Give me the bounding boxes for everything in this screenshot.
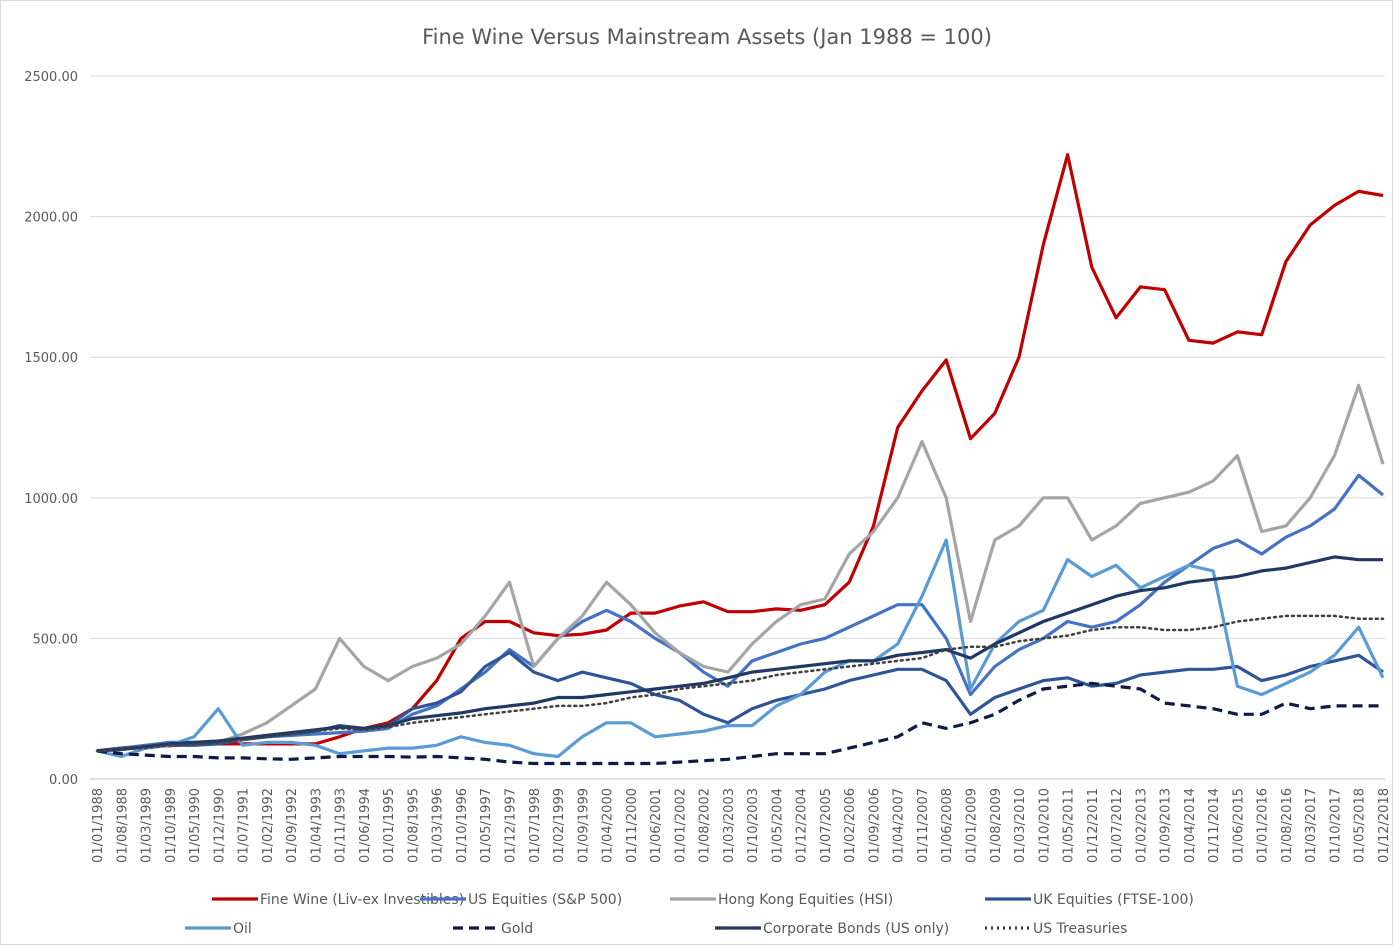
- x-tick-label: 01/05/1997: [479, 788, 494, 863]
- series-line: [96, 538, 1385, 759]
- x-tick-label: 01/03/2010: [1013, 788, 1028, 863]
- series-line: [96, 383, 1385, 753]
- x-tick-label: 01/11/2014: [1207, 788, 1222, 863]
- x-tick-label: 01/07/2005: [819, 788, 834, 863]
- x-tick-label: 01/02/1999: [552, 788, 567, 863]
- x-tick-label: 01/05/2011: [1062, 788, 1077, 863]
- x-tick-label: 01/01/2002: [673, 788, 688, 863]
- x-tick-label: 01/06/2015: [1231, 788, 1246, 863]
- legend-label: Fine Wine (Liv-ex Investibles): [260, 892, 464, 908]
- series-line: [96, 555, 1383, 753]
- x-tick-label: 01/03/1996: [431, 788, 446, 863]
- series-line: [96, 681, 1383, 766]
- legend-label: US Equities (S&P 500): [468, 892, 622, 908]
- x-tick-label: 01/01/2016: [1256, 788, 1271, 863]
- x-tick-label: 01/12/2011: [1086, 788, 1101, 863]
- y-tick-label: 2000.00: [24, 211, 78, 226]
- x-tick-label: 01/03/1989: [140, 788, 155, 863]
- x-tick-label: 01/08/2016: [1280, 788, 1295, 863]
- x-tick-label: 01/08/2002: [698, 788, 713, 863]
- legend-label: US Treasuries: [1033, 921, 1127, 937]
- x-tick-label: 01/06/2001: [649, 788, 664, 863]
- x-tick-label: 01/09/1999: [576, 788, 591, 863]
- x-tick-label: 01/09/1992: [285, 788, 300, 863]
- x-tick-label: 01/08/1988: [115, 788, 130, 863]
- x-tick-label: 01/12/1990: [212, 788, 227, 863]
- x-tick-label: 01/04/2000: [601, 788, 616, 863]
- x-tick-label: 01/01/1995: [382, 788, 397, 863]
- x-tick-label: 01/10/2003: [746, 788, 761, 863]
- x-tick-label: 01/07/1998: [528, 788, 543, 863]
- x-tick-label: 01/10/1989: [164, 788, 179, 863]
- x-tick-label: 01/04/2014: [1183, 788, 1198, 863]
- x-tick-label: 01/11/2007: [916, 788, 931, 863]
- x-tick-label: 01/11/2000: [625, 788, 640, 863]
- x-tick-label: 01/07/2012: [1110, 788, 1125, 863]
- x-tick-label: 01/04/2007: [892, 788, 907, 863]
- legend-label: Corporate Bonds (US only): [763, 921, 949, 937]
- x-tick-label: 01/05/2018: [1353, 788, 1368, 863]
- y-tick-label: 2500.00: [24, 70, 78, 85]
- x-tick-label: 01/06/2008: [940, 788, 955, 863]
- legend-label: UK Equities (FTSE-100): [1033, 892, 1194, 908]
- x-tick-label: 01/07/1991: [237, 788, 252, 863]
- chart-title: Fine Wine Versus Mainstream Assets (Jan …: [422, 25, 992, 49]
- legend-label: Hong Kong Equities (HSI): [718, 892, 893, 908]
- x-tick-label: 01/09/2013: [1159, 788, 1174, 863]
- y-tick-label: 0.00: [49, 773, 78, 788]
- x-tick-label: 01/02/1992: [261, 788, 276, 863]
- x-tick-label: 01/10/2010: [1037, 788, 1052, 863]
- x-tick-label: 01/09/2006: [867, 788, 882, 863]
- x-tick-label: 01/10/2017: [1328, 788, 1343, 863]
- y-tick-label: 1000.00: [24, 492, 78, 507]
- legend-label: Gold: [501, 921, 533, 937]
- x-tick-label: 01/01/1988: [91, 788, 106, 863]
- x-tick-label: 01/05/2004: [770, 788, 785, 863]
- x-tick-label: 01/11/1993: [334, 788, 349, 863]
- x-tick-label: 01/03/2017: [1304, 788, 1319, 863]
- x-tick-label: 01/12/2004: [795, 788, 810, 863]
- series-line: [95, 614, 1385, 753]
- x-tick-label: 01/05/1990: [188, 788, 203, 863]
- x-tick-label: 01/12/2018: [1377, 788, 1392, 863]
- x-tick-label: 01/06/1994: [358, 788, 373, 863]
- x-tick-label: 01/08/1995: [406, 788, 421, 863]
- x-tick-label: 01/02/2013: [1134, 788, 1149, 863]
- legend-label: Oil: [233, 921, 252, 937]
- x-tick-label: 01/08/2009: [989, 788, 1004, 863]
- y-tick-label: 1500.00: [24, 351, 78, 366]
- x-tick-label: 01/10/1996: [455, 788, 470, 863]
- x-tick-label: 01/04/1993: [309, 788, 324, 863]
- x-tick-label: 01/12/1997: [503, 788, 518, 863]
- x-tick-label: 01/03/2003: [722, 788, 737, 863]
- y-tick-label: 500.00: [33, 632, 79, 647]
- x-tick-label: 01/01/2009: [965, 788, 980, 863]
- x-tick-label: 01/02/2006: [843, 788, 858, 863]
